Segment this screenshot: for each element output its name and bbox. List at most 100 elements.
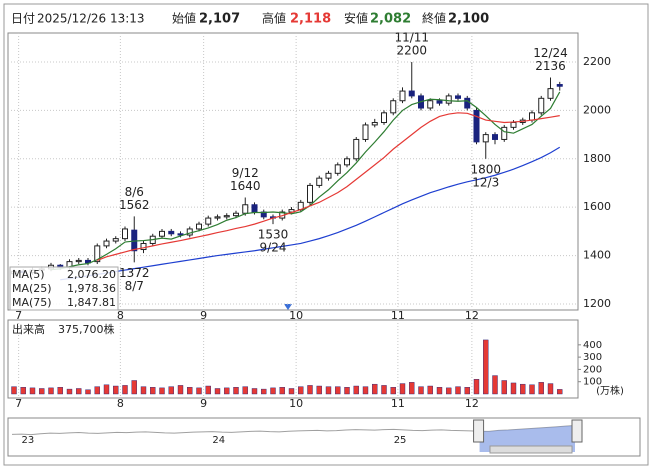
volume-bar: [94, 386, 100, 395]
y-tick-label: 1600: [583, 200, 611, 213]
candle-body: [510, 122, 517, 128]
open: 2,107: [199, 12, 240, 27]
marker: [284, 304, 292, 310]
candle-body: [371, 122, 378, 126]
annotation-date: 8/7: [125, 279, 144, 293]
x-tick-label: 10: [289, 309, 303, 322]
candle-body: [334, 164, 341, 174]
annotation-value: 1640: [230, 179, 261, 193]
annotation-date: 12/24: [533, 46, 568, 60]
volume-bar: [547, 383, 554, 395]
x-tick-label: 9: [200, 397, 207, 410]
moving-average-line: [60, 146, 561, 281]
volume-bar: [11, 386, 17, 395]
volume-bar: [288, 388, 295, 395]
navigator-handle[interactable]: [473, 419, 485, 443]
y-tick-label: 400: [583, 340, 602, 351]
volume-bar: [57, 387, 63, 395]
candle-body: [196, 223, 202, 230]
date: 2025/12/26 13:13: [37, 12, 145, 26]
candle-body: [112, 238, 119, 242]
close-label: 終値: [422, 11, 446, 26]
navigator-handle[interactable]: [571, 419, 583, 443]
candle-body: [492, 134, 498, 140]
volume-bar: [557, 389, 563, 395]
volume-bar: [224, 387, 230, 395]
candle-body: [168, 230, 175, 235]
annotation-date: 12/3: [472, 175, 499, 189]
x-tick-label: 8: [117, 397, 124, 410]
candle-body: [547, 88, 554, 99]
annotation-value: 1372: [119, 266, 150, 280]
candle-body: [464, 97, 471, 109]
candle-body: [473, 109, 480, 143]
high-label: 高値: [262, 11, 286, 26]
candle-body: [344, 158, 350, 166]
navigator-panel: [7, 417, 641, 457]
volume-bar: [177, 385, 184, 395]
volume-bar: [233, 387, 239, 395]
candle-body: [177, 233, 184, 236]
annotation-value: 2200: [396, 44, 427, 58]
volume-bar: [205, 385, 211, 395]
candle-body: [242, 204, 249, 214]
volume-bar: [48, 387, 54, 395]
x-tick-label: 7: [15, 397, 22, 410]
candle-body: [501, 126, 508, 140]
annotation-value: 1562: [119, 198, 150, 212]
y-tick-label: 100: [583, 377, 602, 388]
volume-bar: [242, 386, 248, 395]
candle-body: [214, 216, 221, 219]
low-label: 安値: [344, 11, 368, 26]
candle-body: [482, 134, 489, 143]
legend-name: MA(5): [12, 268, 45, 281]
volume-bar: [436, 387, 443, 395]
volume-bar: [409, 382, 415, 395]
candle-body: [205, 217, 212, 225]
volume-bar: [520, 383, 526, 395]
x-tick-label: 12: [465, 309, 479, 322]
volume-bar: [325, 386, 332, 395]
scrollbar[interactable]: [489, 445, 573, 454]
price-panel: [7, 32, 579, 311]
volume-bar: [279, 387, 285, 395]
legend-box: [9, 266, 119, 311]
candle-body: [140, 242, 147, 251]
candle-body: [251, 204, 258, 213]
x-tick-label: 9: [200, 309, 207, 322]
candle-body: [381, 112, 387, 124]
candle-body: [325, 172, 332, 179]
y-tick-label: 2200: [583, 55, 611, 68]
annotation-value: 1530: [258, 228, 289, 242]
candle-body: [94, 245, 101, 263]
volume-bar: [214, 388, 221, 395]
volume-bar: [427, 385, 433, 395]
y-tick-label: 200: [583, 364, 602, 375]
open-label: 始値: [172, 11, 196, 26]
y-tick-label: 2000: [583, 103, 611, 116]
candle-body: [556, 84, 563, 87]
volume-bar: [538, 382, 544, 395]
high: 2,118: [290, 12, 331, 27]
y-tick-label: 1800: [583, 152, 611, 165]
volume-bar: [251, 388, 258, 395]
volume-bar: [187, 387, 193, 395]
annotation-value: 1800: [470, 162, 501, 176]
volume-bar: [261, 388, 267, 395]
y-tick-label: 1200: [583, 297, 611, 310]
navigator-label: 25: [394, 435, 407, 446]
volume-bar: [150, 387, 156, 395]
volume-bar: [529, 384, 535, 395]
navigator-selection: [479, 425, 575, 452]
volume-unit: (万株): [596, 384, 624, 397]
volume-bar: [381, 385, 387, 395]
close: 2,100: [448, 12, 489, 27]
volume-bar: [39, 388, 45, 395]
volume-bar: [473, 379, 480, 395]
volume-bar: [85, 389, 91, 395]
volume-bar: [335, 386, 341, 395]
volume-bar: [316, 385, 322, 395]
volume-bar: [510, 382, 517, 395]
candle-body: [223, 215, 230, 218]
volume-bar: [66, 388, 73, 395]
